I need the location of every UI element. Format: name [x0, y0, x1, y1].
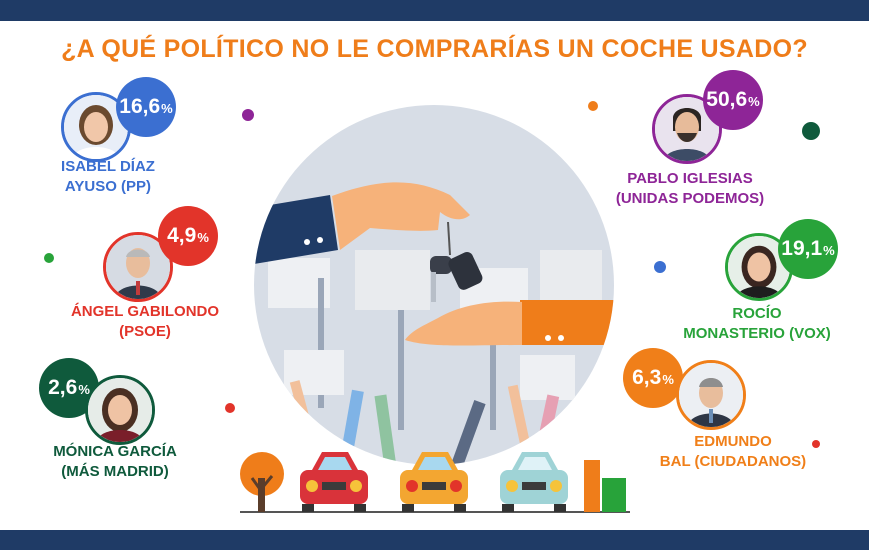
- value-gabilondo: 4,9: [167, 224, 197, 247]
- value-badge-monasterio: 19,1%: [778, 219, 838, 279]
- label-monasterio: ROCÍO MONASTERIO (VOX): [672, 304, 842, 344]
- car-red: [300, 452, 368, 512]
- value-ayuso: 16,6: [119, 95, 161, 118]
- right-sleeve: [520, 300, 614, 345]
- label-gabilondo: ÁNGEL GABILONDO (PSOE): [60, 302, 230, 342]
- avatar-gabilondo: [103, 232, 173, 302]
- protest-sign: [520, 355, 575, 400]
- decor-dot: [225, 403, 235, 413]
- label-line: AYUSO (PP): [64, 178, 152, 195]
- label-bal: EDMUNDO BAL (CIUDADANOS): [648, 432, 818, 472]
- value-badge-bal: 6,3%: [623, 348, 683, 408]
- value-garcia: 2,6: [48, 376, 78, 399]
- mini-bar: [602, 478, 626, 512]
- decor-dot: [242, 109, 254, 121]
- decor-dot: [812, 440, 820, 448]
- protest-sign: [540, 250, 602, 308]
- protest-sign: [355, 250, 430, 310]
- car-teal: [500, 452, 568, 512]
- car-orange: [400, 452, 468, 512]
- label-line: ÁNGEL GABILONDO: [70, 303, 220, 320]
- label-iglesias: PABLO IGLESIAS (UNIDAS PODEMOS): [605, 169, 775, 209]
- avatar-garcia: [85, 375, 155, 445]
- label-line: ROCÍO: [732, 305, 782, 322]
- label-ayuso: ISABEL DÍAZ AYUSO (PP): [38, 157, 178, 197]
- tree: [240, 452, 284, 496]
- value-monasterio: 19,1: [781, 237, 823, 260]
- top-frame-bar: [0, 0, 869, 21]
- decor-dot: [588, 101, 598, 111]
- label-line: (PSOE): [119, 323, 171, 340]
- percent-sign: %: [197, 229, 209, 245]
- label-line: (MÁS MADRID): [61, 463, 169, 480]
- percent-sign: %: [662, 371, 674, 387]
- decor-dot: [44, 253, 54, 263]
- avatar-bal: [676, 360, 746, 430]
- bottom-frame-bar: [0, 530, 869, 550]
- car-key-fob: [430, 256, 452, 274]
- label-line: (UNIDAS PODEMOS): [615, 190, 765, 207]
- label-line: EDMUNDO: [694, 433, 772, 450]
- mini-bar: [584, 460, 600, 512]
- value-badge-garcia: 2,6%: [39, 358, 99, 418]
- percent-sign: %: [823, 242, 835, 258]
- value-badge-gabilondo: 4,9%: [158, 206, 218, 266]
- value-badge-ayuso: 16,6%: [116, 77, 176, 137]
- label-line: MONASTERIO (VOX): [683, 325, 831, 342]
- chart-title: ¿A QUÉ POLÍTICO NO LE COMPRARÍAS UN COCH…: [61, 35, 808, 63]
- label-garcia: MÓNICA GARCÍA (MÁS MADRID): [35, 442, 195, 482]
- label-line: BAL (CIUDADANOS): [659, 453, 807, 470]
- value-badge-iglesias: 50,6%: [703, 70, 763, 130]
- label-line: ISABEL DÍAZ: [61, 158, 155, 175]
- percent-sign: %: [78, 381, 90, 397]
- value-iglesias: 50,6: [706, 88, 748, 111]
- left-hand: [332, 182, 470, 250]
- decor-dot: [654, 261, 666, 273]
- decor-dot: [802, 122, 820, 140]
- percent-sign: %: [748, 93, 760, 109]
- percent-sign: %: [161, 100, 173, 116]
- value-bal: 6,3: [632, 366, 662, 389]
- label-line: MÓNICA GARCÍA: [53, 443, 177, 460]
- right-hand: [405, 301, 522, 346]
- label-line: PABLO IGLESIAS: [627, 170, 753, 187]
